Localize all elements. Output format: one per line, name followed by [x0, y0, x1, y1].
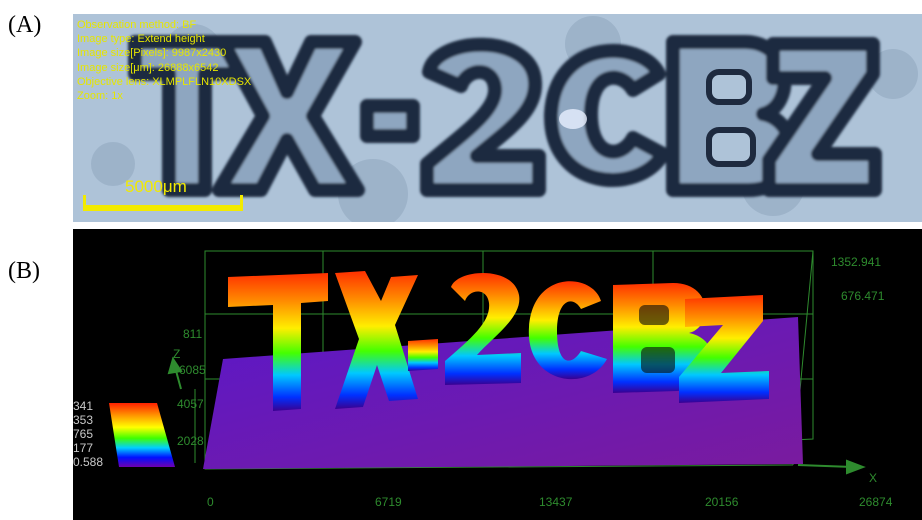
micrograph-info: Observation method: BF Image type: Exten…: [77, 18, 251, 103]
legend-value: 765: [73, 427, 94, 441]
z-tick-right: 676.471: [841, 289, 885, 303]
x-tick: 0: [207, 495, 214, 509]
info-line: Image type: Extend height: [77, 33, 205, 46]
info-line: Image size[Pixels]: 9987x2430: [77, 47, 227, 60]
micrograph-panel: Observation method: BF Image type: Exten…: [73, 14, 922, 222]
x-axis-label: X: [869, 471, 878, 485]
info-line: Objective lens: XLMPLFLN10XDSX: [77, 75, 252, 88]
legend-value: 0.588: [73, 455, 104, 469]
z-axis-label: Z: [173, 347, 181, 361]
legend-value: 177: [73, 441, 94, 455]
info-line: Image size[μm]: 26888x6542: [77, 61, 219, 74]
z-tick-left: 811: [183, 327, 203, 341]
panel-label-b: (B): [8, 258, 40, 284]
x-tick: 20156: [705, 495, 739, 509]
height-map-panel: Z X 1352.941 676.471 811 6085 4057 2028 …: [73, 229, 922, 520]
scale-bar-label: 5000μm: [125, 177, 187, 196]
scale-bar-tick: [83, 195, 86, 211]
x-tick: 13437: [539, 495, 573, 509]
info-line: Observation method: BF: [77, 19, 197, 31]
info-line: Zoom: 1x: [77, 90, 123, 103]
scale-bar: [83, 205, 243, 211]
legend-value: 353: [73, 413, 94, 427]
z-tick-right: 1352.941: [831, 255, 882, 269]
x-tick: 6719: [375, 495, 402, 509]
height-map-image: [109, 250, 866, 475]
scale-bar-tick: [240, 195, 243, 211]
z-tick-left: 2028: [177, 434, 204, 448]
z-tick-left: 6085: [179, 363, 206, 377]
micrograph-image: [73, 14, 922, 222]
legend-value: 341: [73, 399, 94, 413]
x-tick: 26874: [859, 495, 893, 509]
z-tick-left: 4057: [177, 397, 204, 411]
panel-label-a: (A): [8, 12, 42, 38]
color-legend: [109, 403, 175, 467]
